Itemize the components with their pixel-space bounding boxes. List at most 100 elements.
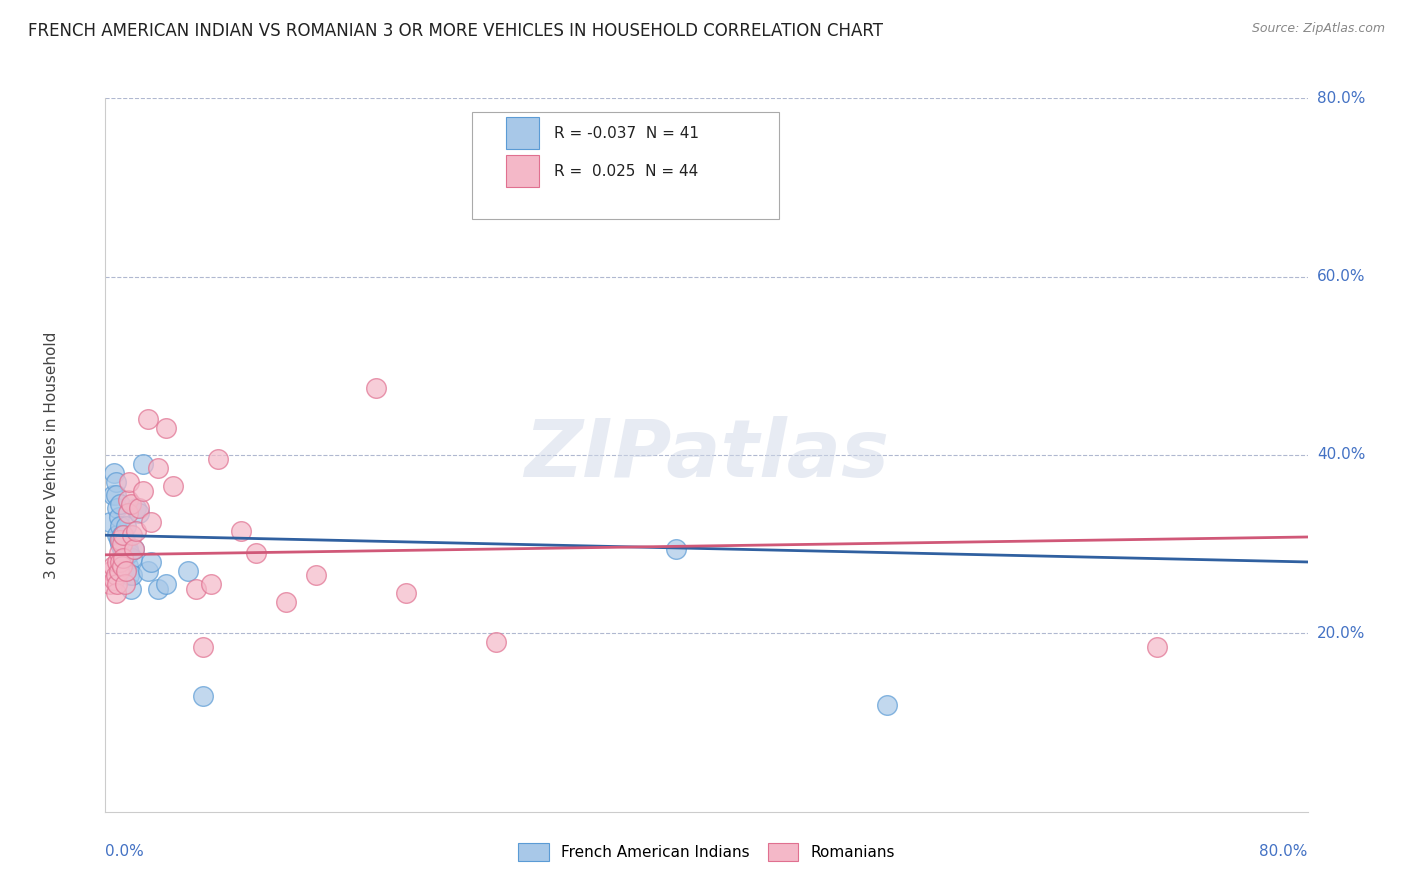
FancyBboxPatch shape — [506, 155, 540, 187]
Point — [274, 595, 297, 609]
Point — [107, 555, 129, 569]
Point — [112, 546, 135, 560]
Point — [364, 381, 387, 395]
Text: Source: ZipAtlas.com: Source: ZipAtlas.com — [1251, 22, 1385, 36]
Point — [146, 582, 169, 596]
Legend: French American Indians, Romanians: French American Indians, Romanians — [510, 836, 903, 868]
Point — [101, 559, 124, 574]
Point — [117, 559, 139, 574]
Point — [117, 492, 139, 507]
Text: 0.0%: 0.0% — [105, 844, 145, 859]
Point — [121, 568, 143, 582]
Point — [122, 541, 145, 556]
Point — [111, 559, 134, 574]
Point — [139, 515, 162, 529]
Point — [305, 568, 328, 582]
Point — [115, 519, 138, 533]
Point — [104, 488, 127, 502]
Point — [132, 483, 155, 498]
Point — [118, 546, 141, 560]
Text: 40.0%: 40.0% — [1317, 448, 1365, 462]
Point — [110, 555, 132, 569]
Point — [665, 541, 688, 556]
Text: R =  0.025  N = 44: R = 0.025 N = 44 — [554, 164, 699, 178]
Point — [155, 421, 177, 435]
Point — [110, 533, 132, 547]
Point — [103, 466, 125, 480]
Point — [98, 515, 121, 529]
Point — [115, 537, 138, 551]
Point — [485, 635, 508, 649]
Point — [107, 501, 129, 516]
Point — [245, 546, 267, 560]
Point — [103, 573, 125, 587]
Point — [124, 524, 146, 538]
Point — [98, 577, 121, 591]
FancyBboxPatch shape — [506, 118, 540, 150]
Point — [191, 689, 214, 703]
Point — [112, 528, 135, 542]
Point — [128, 506, 150, 520]
Point — [104, 568, 127, 582]
Point — [128, 501, 150, 516]
Text: 20.0%: 20.0% — [1317, 626, 1365, 640]
Point — [112, 528, 135, 542]
Point — [120, 582, 142, 596]
Point — [118, 475, 141, 489]
Point — [1146, 640, 1168, 654]
Point — [191, 640, 214, 654]
Point — [107, 528, 129, 542]
Point — [117, 506, 139, 520]
Point — [207, 452, 229, 467]
Point — [101, 488, 124, 502]
Point — [200, 577, 222, 591]
Text: 3 or more Vehicles in Household: 3 or more Vehicles in Household — [44, 331, 59, 579]
Point — [104, 475, 127, 489]
Point — [136, 564, 159, 578]
Text: 80.0%: 80.0% — [1260, 844, 1308, 859]
Text: ZIPatlas: ZIPatlas — [524, 416, 889, 494]
Point — [114, 550, 136, 565]
Point — [395, 586, 418, 600]
Point — [876, 698, 898, 712]
Point — [108, 564, 131, 578]
Point — [132, 457, 155, 471]
Point — [146, 461, 169, 475]
Text: 80.0%: 80.0% — [1317, 91, 1365, 105]
Point — [184, 582, 207, 596]
Text: 60.0%: 60.0% — [1317, 269, 1365, 284]
Point — [118, 568, 141, 582]
Point — [104, 586, 127, 600]
Point — [110, 537, 132, 551]
Point — [112, 564, 135, 578]
FancyBboxPatch shape — [472, 112, 779, 219]
Point — [139, 555, 162, 569]
Text: FRENCH AMERICAN INDIAN VS ROMANIAN 3 OR MORE VEHICLES IN HOUSEHOLD CORRELATION C: FRENCH AMERICAN INDIAN VS ROMANIAN 3 OR … — [28, 22, 883, 40]
Point — [121, 528, 143, 542]
Point — [114, 533, 136, 547]
Point — [117, 541, 139, 556]
Point — [111, 564, 134, 578]
Point — [110, 519, 132, 533]
Point — [122, 541, 145, 556]
Point — [108, 510, 131, 524]
Point — [112, 550, 135, 565]
Point — [177, 564, 200, 578]
Point — [162, 479, 184, 493]
Point — [100, 564, 122, 578]
Point — [110, 497, 132, 511]
Point — [121, 550, 143, 565]
Point — [120, 497, 142, 511]
Point — [136, 412, 159, 426]
Text: R = -0.037  N = 41: R = -0.037 N = 41 — [554, 126, 699, 141]
Point — [108, 546, 131, 560]
Point — [115, 564, 138, 578]
Point — [107, 577, 129, 591]
Point — [155, 577, 177, 591]
Point — [111, 541, 134, 556]
Point — [124, 501, 146, 516]
Point — [111, 537, 134, 551]
Point — [111, 528, 134, 542]
Point — [229, 524, 252, 538]
Point — [108, 533, 131, 547]
